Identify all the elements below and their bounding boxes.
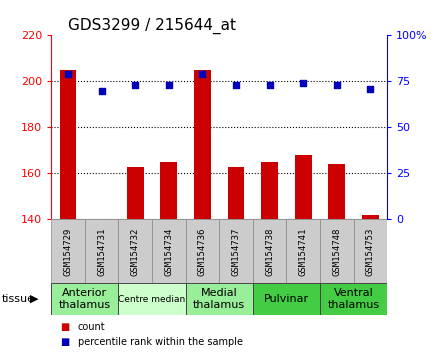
Point <box>299 80 307 86</box>
Bar <box>186 219 219 283</box>
Point <box>132 82 139 88</box>
Text: GSM154748: GSM154748 <box>332 227 341 275</box>
Text: ■: ■ <box>60 322 69 332</box>
Text: Anterior
thalamus: Anterior thalamus <box>59 288 111 310</box>
Point <box>333 82 340 88</box>
Text: GSM154729: GSM154729 <box>64 227 73 275</box>
Bar <box>118 283 186 315</box>
Text: Medial
thalamus: Medial thalamus <box>193 288 245 310</box>
Text: Ventral
thalamus: Ventral thalamus <box>328 288 380 310</box>
Text: Pulvinar: Pulvinar <box>264 294 309 304</box>
Bar <box>261 162 278 219</box>
Text: GSM154741: GSM154741 <box>299 227 307 275</box>
Bar <box>320 283 387 315</box>
Bar <box>118 219 152 283</box>
Bar <box>253 283 320 315</box>
Text: GSM154738: GSM154738 <box>265 227 274 275</box>
Bar <box>51 283 118 315</box>
Point <box>98 88 105 93</box>
Bar <box>227 166 244 219</box>
Point <box>199 71 206 77</box>
Bar <box>320 219 354 283</box>
Point <box>232 82 239 88</box>
Text: GDS3299 / 215644_at: GDS3299 / 215644_at <box>68 18 236 34</box>
Text: GSM154732: GSM154732 <box>131 227 140 275</box>
Text: percentile rank within the sample: percentile rank within the sample <box>78 337 243 347</box>
Text: ▶: ▶ <box>30 294 39 304</box>
Bar <box>295 155 312 219</box>
Point <box>266 82 273 88</box>
Bar <box>85 219 118 283</box>
Text: GSM154737: GSM154737 <box>231 227 240 275</box>
Bar <box>194 70 211 219</box>
Point <box>65 71 72 77</box>
Bar <box>127 166 144 219</box>
Bar <box>160 162 177 219</box>
Text: GSM154734: GSM154734 <box>164 227 173 275</box>
Bar <box>353 219 387 283</box>
Bar <box>60 70 77 219</box>
Text: GSM154753: GSM154753 <box>366 227 375 275</box>
Bar <box>51 219 85 283</box>
Text: Centre median: Centre median <box>118 295 186 304</box>
Text: count: count <box>78 322 105 332</box>
Bar <box>186 283 253 315</box>
Text: ■: ■ <box>60 337 69 347</box>
Bar <box>253 219 287 283</box>
Bar <box>152 219 186 283</box>
Bar <box>287 219 320 283</box>
Bar <box>328 164 345 219</box>
Point <box>367 86 374 92</box>
Text: GSM154736: GSM154736 <box>198 227 207 275</box>
Text: tissue: tissue <box>2 294 35 304</box>
Point <box>165 82 172 88</box>
Bar <box>219 219 253 283</box>
Text: GSM154731: GSM154731 <box>97 227 106 275</box>
Bar <box>362 215 379 219</box>
